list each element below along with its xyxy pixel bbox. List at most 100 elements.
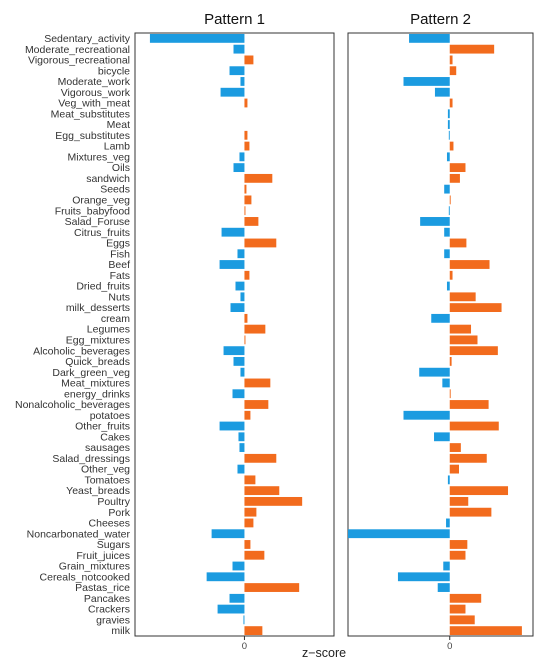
bar [233,44,245,54]
bar [449,141,454,151]
bar [244,217,259,226]
bar [244,195,252,205]
bar [244,453,277,463]
category-label: Eggs [106,238,130,250]
bar [447,109,450,119]
category-label: Egg_mixtures [66,334,130,346]
bar [434,87,450,97]
bar [232,389,245,399]
category-label: Legumes [87,324,130,336]
bar [229,593,245,603]
bar [244,313,248,323]
bar [244,141,250,151]
category-label: Meat [107,119,130,131]
bar [449,66,457,76]
bar [244,583,300,592]
category-label: Poultry [97,496,130,508]
bar [446,152,450,162]
bar [235,281,245,291]
bar [244,626,263,636]
category-label: sausages [85,442,130,454]
bar [233,357,245,366]
category-label: Dried_fruits [76,281,130,293]
bar [449,324,472,334]
bar [447,475,450,485]
bar [449,626,522,636]
category-label: Sugars [97,539,130,551]
category-label: Seeds [100,184,130,196]
category-label: Moderate_recreational [25,44,130,56]
category-label: Cereals_notcooked [40,571,131,583]
bar [443,561,450,571]
bar [243,615,245,625]
panel-frame [347,32,534,637]
bar [449,443,461,452]
category-label: Noncarbonated_water [27,528,131,540]
bar [449,303,502,312]
category-label: gravies [96,614,130,626]
bar [149,33,245,43]
category-label: Egg_substitutes [55,130,130,142]
bar [444,227,450,237]
bar [219,421,245,431]
bar [244,206,246,216]
bar [397,572,450,582]
bar [219,260,245,269]
bar [240,292,245,302]
bar [449,486,509,496]
bar [244,55,254,65]
bar [449,195,451,205]
category-label: Veg_with_meat [58,98,130,110]
category-label: Vigorous_recreational [28,55,130,67]
bar [437,583,450,592]
category-label: Fats [110,270,130,282]
bar [244,324,266,334]
bar [237,249,245,259]
category-label: Sedentary_activity [44,33,131,45]
bar [449,173,460,183]
category-label: Citrus_fruits [74,227,130,239]
bar [237,464,245,474]
bar [449,270,453,280]
category-label: sandwich [86,173,130,185]
category-label: Dark_green_veg [52,367,130,379]
bar [240,77,245,86]
bar [449,98,453,108]
bar [244,410,251,420]
bar [244,550,265,560]
category-label: Mixtures_veg [68,151,131,163]
bar [206,572,245,582]
bar [244,486,280,496]
bar [449,464,459,474]
category-label: Quick_breads [65,356,130,368]
category-label: Vigorous_work [61,87,131,99]
bar [449,540,468,549]
category-label: Tomatoes [84,474,130,486]
bar [434,432,450,442]
bar [229,66,245,76]
bar [448,130,450,140]
category-label: Pastas_rice [75,582,130,594]
bar [244,238,277,248]
bar [444,249,450,259]
bar [449,615,475,625]
panel-1: Pattern 1 0 [134,11,335,652]
bar [238,432,245,442]
bar [348,529,450,539]
bar [446,281,450,291]
category-label: Moderate_work [58,76,131,88]
bar [409,33,450,43]
chart-panels: Pattern 1 0 Pattern 2 0 [134,11,534,652]
bar [419,367,450,377]
category-labels: Sedentary_activityModerate_recreationalV… [15,33,131,637]
bar [449,593,482,603]
panel-title: Pattern 2 [410,11,471,28]
bar [449,389,451,399]
category-label: Alcoholic_beverages [33,345,130,357]
bar [244,400,269,409]
bar [244,540,251,549]
bar [449,163,466,173]
bar [244,184,247,194]
category-label: Nuts [108,291,130,303]
